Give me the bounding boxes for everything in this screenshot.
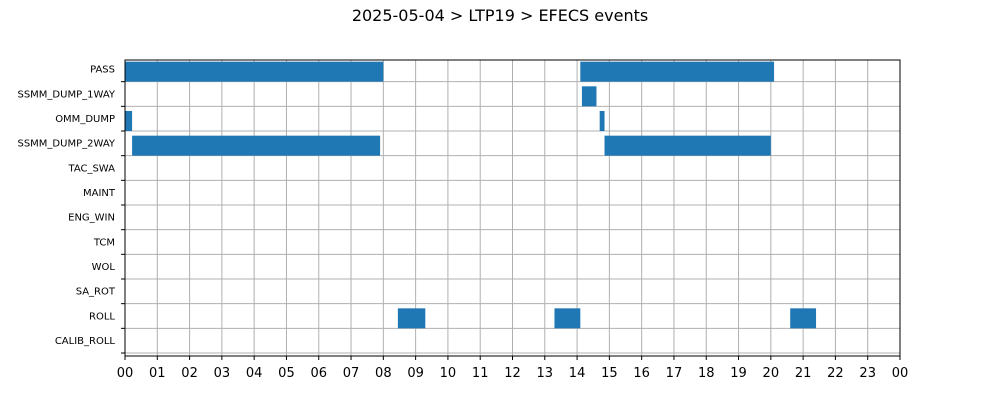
event-bar [125, 61, 384, 82]
x-tick-label: 23 [859, 366, 876, 381]
x-tick-label: 02 [181, 366, 198, 381]
y-tick-label: SA_ROT [76, 287, 116, 298]
x-tick-label: 04 [246, 366, 263, 381]
y-tick-label: ROLL [89, 311, 115, 322]
grid [124, 60, 901, 356]
x-tick-label: 09 [407, 366, 424, 381]
x-tick-label: 15 [601, 366, 618, 381]
x-tick-label: 14 [569, 366, 586, 381]
event-bar [132, 135, 381, 156]
x-tick-label: 08 [375, 366, 392, 381]
y-tick-label: ENG_WIN [68, 213, 115, 224]
event-bar [790, 308, 817, 329]
x-tick-label: 21 [795, 366, 812, 381]
x-tick-label: 00 [117, 366, 134, 381]
x-axis: 00 01 02 03 04 05 06 07 08 09 10 11 12 13 14 15 16 17 18 19… [117, 356, 909, 381]
y-tick-label: CALIB_ROLL [55, 336, 116, 347]
event-bar [397, 308, 426, 329]
x-tick-label: 19 [730, 366, 747, 381]
event-bar [580, 61, 775, 82]
y-tick-label: OMM_DUMP [55, 114, 115, 125]
event-bar [581, 86, 597, 107]
x-tick-label: 13 [537, 366, 554, 381]
x-tick-label: 03 [214, 366, 231, 381]
x-tick-label: 10 [440, 366, 457, 381]
event-bar [599, 111, 605, 131]
x-tick-label: 22 [827, 366, 844, 381]
x-tick-label: 11 [472, 366, 489, 381]
x-tick-label: 06 [310, 366, 327, 381]
x-tick-label: 01 [149, 366, 166, 381]
event-bar [125, 111, 133, 131]
x-tick-label: 12 [504, 366, 521, 381]
x-tick-label: 07 [343, 366, 360, 381]
y-tick-label: TAC_SWA [67, 163, 115, 174]
y-tick-label: TCM [93, 237, 115, 248]
x-tick-label: 05 [278, 366, 295, 381]
y-tick-label: MAINT [83, 188, 116, 199]
event-bar [604, 135, 771, 156]
chart-title: 2025-05-04 > LTP19 > EFECS events [351, 6, 649, 25]
x-tick-label: 16 [633, 366, 650, 381]
x-tick-label: 17 [666, 366, 683, 381]
y-tick-label: WOL [92, 262, 116, 273]
y-tick-label: SSMM_DUMP_1WAY [17, 89, 115, 100]
x-tick-label: 00 [892, 366, 909, 381]
x-tick-label: 18 [698, 366, 715, 381]
x-tick-label: 20 [763, 366, 780, 381]
y-axis: PASS SSMM_DUMP_1WAY OMM_DUMP SSMM_DUMP_2WAY… [17, 65, 125, 354]
y-tick-label: PASS [90, 65, 115, 76]
bars [125, 61, 817, 329]
y-tick-label: SSMM_DUMP_2WAY [17, 139, 115, 150]
event-bar [554, 308, 581, 329]
